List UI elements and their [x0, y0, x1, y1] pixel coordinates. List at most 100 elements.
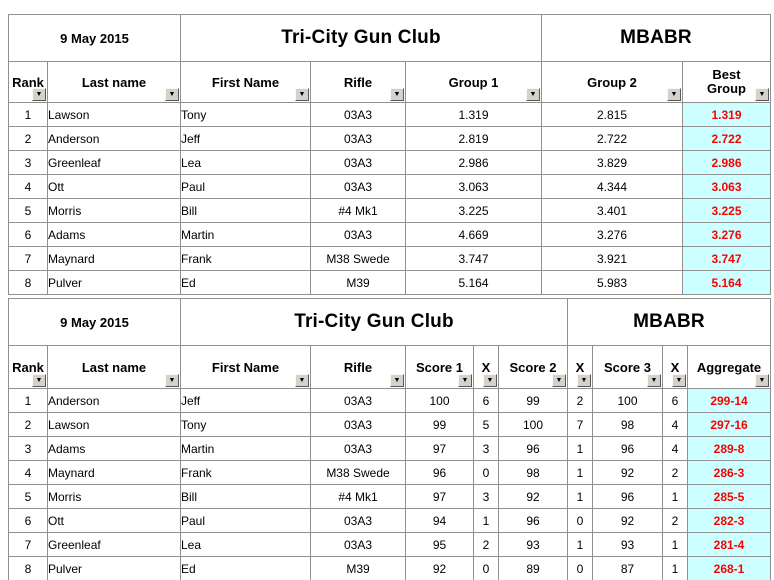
x1-cell: 2 [473, 532, 499, 557]
score3-cell: 92 [592, 508, 663, 533]
column-header-x2: X ▼ [567, 345, 593, 389]
group1-cell: 3.225 [405, 198, 542, 223]
column-header-label: Score 2 [509, 359, 557, 375]
filter-dropdown-icon[interactable]: ▼ [552, 374, 566, 387]
x3-cell: 2 [662, 460, 688, 485]
rifle-cell: 03A3 [310, 532, 406, 557]
group2-cell: 4.344 [541, 174, 683, 199]
filter-dropdown-icon[interactable]: ▼ [672, 374, 686, 387]
rifle-cell: 03A3 [310, 126, 406, 151]
last-name-cell: Greenleaf [47, 532, 181, 557]
column-header-score3: Score 3 ▼ [592, 345, 663, 389]
filter-dropdown-icon[interactable]: ▼ [165, 88, 179, 101]
first-name-cell: Tony [180, 412, 311, 437]
filter-dropdown-icon[interactable]: ▼ [390, 88, 404, 101]
group-table-header-row: Rank ▼ Last name ▼ First Name ▼ Rifle ▼ Grou… [8, 61, 771, 103]
group2-cell: 3.829 [541, 150, 683, 175]
column-header-aggregate: Aggregate ▼ [687, 345, 771, 389]
event-title: MBABR [567, 298, 771, 346]
score3-cell: 93 [592, 532, 663, 557]
table-row: 1 Lawson Tony 03A3 1.319 2.815 1.319 [8, 102, 771, 127]
group1-cell: 3.747 [405, 246, 542, 271]
first-name-cell: Ed [180, 270, 311, 295]
filter-dropdown-icon[interactable]: ▼ [647, 374, 661, 387]
filter-dropdown-icon[interactable]: ▼ [390, 374, 404, 387]
score1-cell: 99 [405, 412, 474, 437]
filter-dropdown-icon[interactable]: ▼ [755, 374, 769, 387]
first-name-cell: Lea [180, 532, 311, 557]
filter-dropdown-icon[interactable]: ▼ [667, 88, 681, 101]
column-header-label: X [670, 359, 680, 375]
last-name-cell: Anderson [47, 126, 181, 151]
rifle-cell: 03A3 [310, 412, 406, 437]
rifle-cell: M38 Swede [310, 460, 406, 485]
club-title: Tri-City Gun Club [180, 14, 542, 62]
column-header-label: First Name [211, 359, 280, 375]
rank-cell: 1 [8, 102, 48, 127]
rank-cell: 6 [8, 222, 48, 247]
first-name-cell: Frank [180, 246, 311, 271]
aggregate-cell: 285-5 [687, 484, 771, 509]
filter-dropdown-icon[interactable]: ▼ [165, 374, 179, 387]
filter-dropdown-icon[interactable]: ▼ [458, 374, 472, 387]
rank-cell: 3 [8, 150, 48, 175]
x3-cell: 1 [662, 484, 688, 509]
column-header-score2: Score 2 ▼ [498, 345, 568, 389]
rifle-cell: M39 [310, 270, 406, 295]
x3-cell: 1 [662, 532, 688, 557]
filter-dropdown-icon[interactable]: ▼ [32, 88, 46, 101]
table-row: 5 Morris Bill #4 Mk1 3.225 3.401 3.225 [8, 198, 771, 223]
filter-dropdown-icon[interactable]: ▼ [295, 88, 309, 101]
score2-cell: 100 [498, 412, 568, 437]
column-header-label: Rifle [343, 359, 373, 375]
column-header-label: X [481, 359, 491, 375]
last-name-cell: Maynard [47, 460, 181, 485]
rank-cell: 7 [8, 246, 48, 271]
column-header-group2: Group 2 ▼ [541, 61, 683, 103]
group1-cell: 1.319 [405, 102, 542, 127]
match-date: 9 May 2015 [8, 14, 181, 62]
group-table-title-row: 9 May 2015 Tri-City Gun Club MBABR [8, 14, 771, 62]
table-row: 8 Pulver Ed M39 5.164 5.983 5.164 [8, 270, 771, 295]
score-table-title-row: 9 May 2015 Tri-City Gun Club MBABR [8, 298, 771, 346]
filter-dropdown-icon[interactable]: ▼ [755, 88, 769, 101]
aggregate-cell: 297-16 [687, 412, 771, 437]
column-header-label: Group 2 [587, 74, 637, 90]
column-header-label: Rank [12, 74, 44, 90]
column-header-label: Group 1 [448, 74, 499, 90]
first-name-cell: Paul [180, 174, 311, 199]
last-name-cell: Pulver [47, 556, 181, 580]
x1-cell: 1 [473, 508, 499, 533]
table-row: 4 Ott Paul 03A3 3.063 4.344 3.063 [8, 174, 771, 199]
group-results-table: 9 May 2015 Tri-City Gun Club MBABR Rank ▼… [8, 14, 771, 295]
group1-cell: 5.164 [405, 270, 542, 295]
rank-cell: 2 [8, 412, 48, 437]
x2-cell: 1 [567, 460, 593, 485]
filter-dropdown-icon[interactable]: ▼ [295, 374, 309, 387]
column-header-last-name: Last name ▼ [47, 61, 181, 103]
aggregate-cell: 281-4 [687, 532, 771, 557]
x2-cell: 2 [567, 388, 593, 413]
filter-dropdown-icon[interactable]: ▼ [32, 374, 46, 387]
x1-cell: 6 [473, 388, 499, 413]
filter-dropdown-icon[interactable]: ▼ [526, 88, 540, 101]
filter-dropdown-icon[interactable]: ▼ [577, 374, 591, 387]
first-name-cell: Jeff [180, 388, 311, 413]
best-group-cell: 3.063 [682, 174, 771, 199]
first-name-cell: Bill [180, 484, 311, 509]
filter-dropdown-icon[interactable]: ▼ [483, 374, 497, 387]
rifle-cell: #4 Mk1 [310, 484, 406, 509]
score2-cell: 96 [498, 436, 568, 461]
group2-cell: 3.401 [541, 198, 683, 223]
table-row: 7 Maynard Frank M38 Swede 3.747 3.921 3.747 [8, 246, 771, 271]
table-row: 6 Adams Martin 03A3 4.669 3.276 3.276 [8, 222, 771, 247]
rank-cell: 7 [8, 532, 48, 557]
rifle-cell: M39 [310, 556, 406, 580]
score3-cell: 87 [592, 556, 663, 580]
best-group-cell: 3.225 [682, 198, 771, 223]
best-group-cell: 2.722 [682, 126, 771, 151]
column-header-label: Best [712, 67, 741, 82]
column-header-rifle: Rifle ▼ [310, 61, 406, 103]
x2-cell: 1 [567, 532, 593, 557]
rifle-cell: 03A3 [310, 102, 406, 127]
